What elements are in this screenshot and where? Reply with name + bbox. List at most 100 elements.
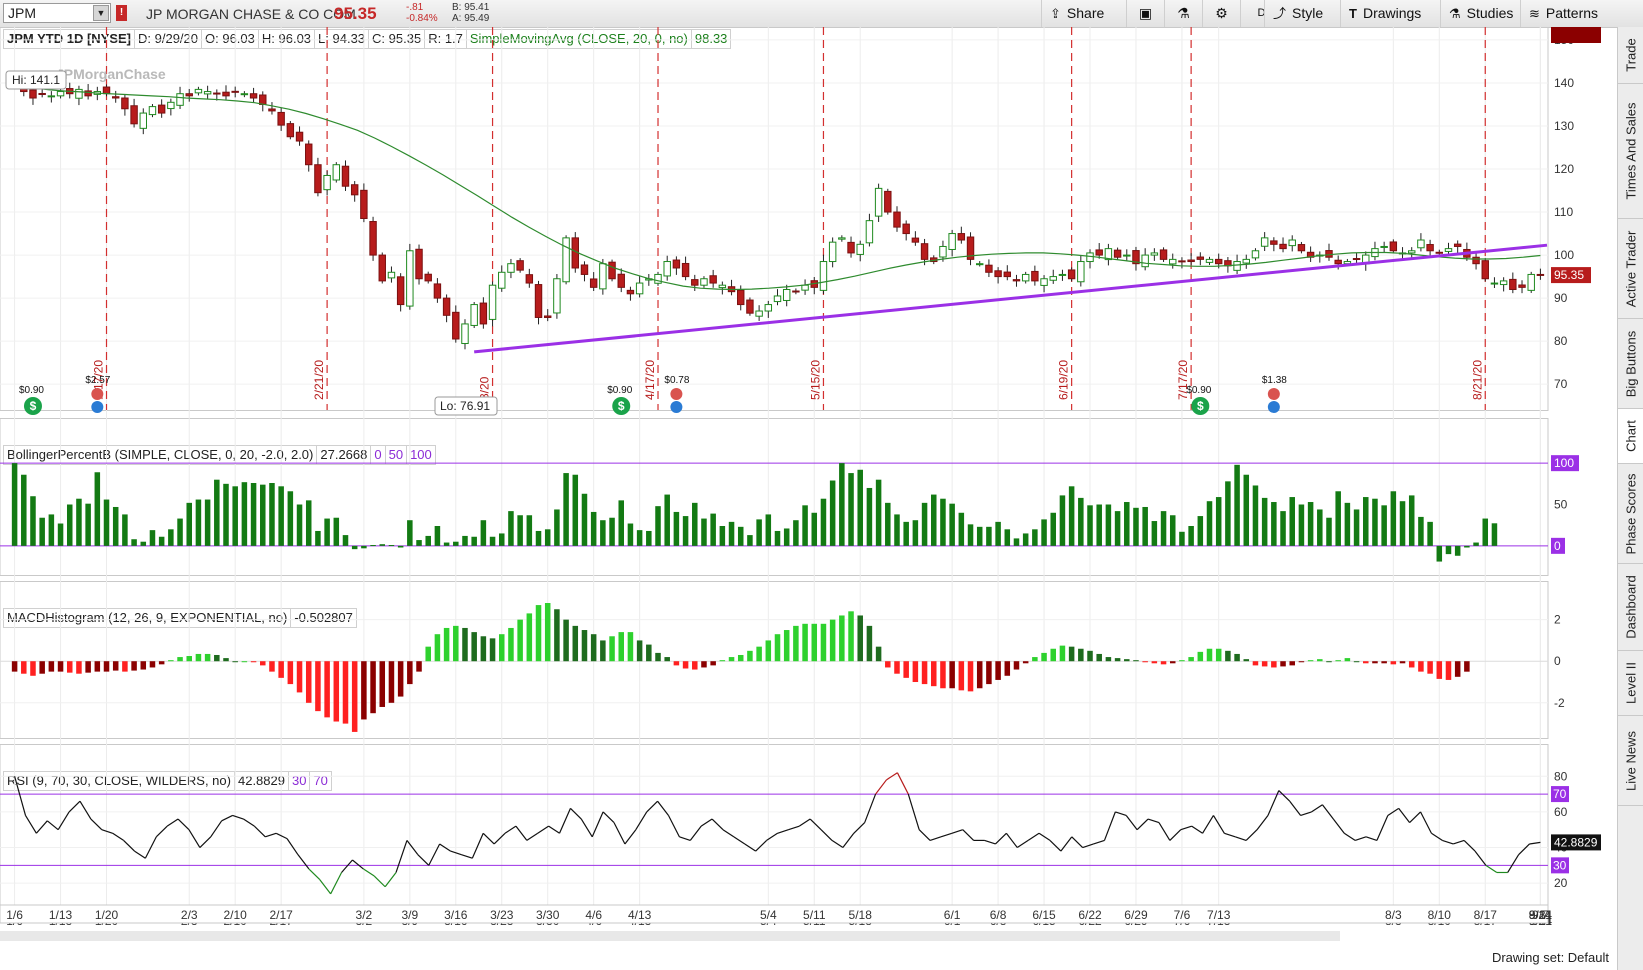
candle-body bbox=[1527, 273, 1535, 291]
macd-bar bbox=[636, 640, 643, 662]
macd-bar bbox=[1381, 661, 1387, 664]
macd-bar bbox=[425, 646, 431, 662]
x-tick-label: 7/13 bbox=[1207, 908, 1231, 922]
bollinger-bar bbox=[701, 518, 707, 546]
bollinger-label[interactable]: BollingerPercentB (SIMPLE, CLOSE, 0, 20,… bbox=[3, 445, 318, 465]
net-change: -.81 -0.84% bbox=[406, 2, 438, 24]
macd-bar bbox=[1068, 646, 1075, 662]
candle-body bbox=[1352, 258, 1361, 261]
candle-body bbox=[488, 284, 497, 320]
tab-chart[interactable]: Chart bbox=[1618, 409, 1643, 464]
macd-bar bbox=[1335, 660, 1341, 662]
bollinger-bar bbox=[76, 498, 82, 546]
macd-bar bbox=[223, 658, 229, 662]
drawing-set-status[interactable]: Drawing set: Default bbox=[1491, 950, 1609, 965]
bollinger-bar bbox=[544, 529, 551, 546]
rsi-line-segment bbox=[471, 833, 484, 859]
bollinger-bar bbox=[747, 535, 753, 546]
layout-button[interactable]: ▣ bbox=[1126, 0, 1164, 27]
candle-body bbox=[1196, 256, 1205, 260]
style-icon: ⤴ bbox=[1273, 6, 1287, 21]
tab-phase-scores[interactable]: Phase Scores bbox=[1618, 464, 1643, 564]
tab-live-news[interactable]: Live News bbox=[1618, 716, 1643, 806]
macd-bar bbox=[407, 661, 413, 685]
change-percent: -0.84% bbox=[406, 13, 438, 24]
bollinger-bar bbox=[1335, 491, 1341, 546]
candle-body bbox=[553, 278, 561, 314]
candle-body bbox=[1031, 270, 1039, 282]
aggregation-button[interactable]: D bbox=[1240, 0, 1282, 27]
macd-bar bbox=[609, 636, 615, 662]
candle-body bbox=[111, 96, 120, 99]
bollinger-bar bbox=[664, 494, 670, 546]
bollinger-bar bbox=[655, 506, 661, 546]
x-tick-label: 8/10 bbox=[1428, 908, 1452, 922]
chevron-down-icon[interactable]: ▼ bbox=[93, 5, 109, 21]
share-button[interactable]: ⇪ Share bbox=[1041, 0, 1126, 27]
macd-label[interactable]: MACDHistogram (12, 26, 9, EXPONENTIAL, n… bbox=[3, 608, 292, 628]
rsi-line-segment bbox=[1507, 854, 1520, 873]
hi-label: Hi: 141.1 bbox=[12, 73, 60, 87]
macd-bar bbox=[168, 660, 174, 662]
sma-label[interactable]: SimpleMovingAvg (CLOSE, 20, 0, no) bbox=[465, 29, 692, 49]
macd-bar bbox=[112, 661, 119, 671]
rsi-line-segment bbox=[886, 772, 898, 781]
candle-body bbox=[902, 223, 910, 235]
macd-value-tag-bg bbox=[1551, 27, 1601, 43]
tab-trade[interactable]: Trade bbox=[1618, 27, 1643, 84]
bollinger-bar bbox=[1124, 502, 1130, 546]
style-button[interactable]: ⤴ Style bbox=[1264, 0, 1340, 27]
lo-label: Lo: 76.91 bbox=[440, 399, 490, 413]
rsi-line-segment bbox=[1453, 839, 1465, 845]
rsi-level-tag-bg bbox=[1551, 857, 1569, 874]
macd-bar bbox=[195, 653, 202, 662]
tab-dashboard[interactable]: Dashboard bbox=[1618, 564, 1643, 651]
rsi-line-segment bbox=[406, 840, 419, 856]
rsi-line-segment bbox=[1125, 815, 1138, 831]
macd-bar bbox=[544, 603, 551, 662]
bollinger-bar bbox=[1013, 538, 1020, 546]
settings-button[interactable]: ⚙ bbox=[1202, 0, 1240, 27]
macd-bar bbox=[342, 661, 349, 724]
change-value: -.81 bbox=[406, 2, 424, 13]
flag-icon[interactable]: ! bbox=[116, 5, 127, 21]
rsi-line-segment bbox=[1419, 811, 1432, 834]
event-date-label: 2/21/20 bbox=[312, 360, 326, 400]
rsi-line-segment bbox=[820, 829, 833, 841]
bollinger-bar bbox=[1059, 495, 1066, 546]
macd-bar bbox=[1399, 661, 1406, 664]
rsi-line-segment bbox=[1343, 832, 1356, 841]
macd-bar bbox=[903, 661, 909, 678]
macd-bar bbox=[250, 661, 257, 663]
bollinger-bar bbox=[453, 541, 459, 546]
macd-bar bbox=[646, 644, 652, 662]
tab-level-ii[interactable]: Level II bbox=[1618, 651, 1643, 716]
tab-active-trader[interactable]: Active Trader bbox=[1618, 219, 1643, 319]
patterns-button[interactable]: ≋ Patterns bbox=[1520, 0, 1617, 27]
tab-times-and-sales[interactable]: Times And Sales bbox=[1618, 84, 1643, 219]
x-tick-label: 8/3 bbox=[1385, 908, 1402, 922]
rsi-line-segment bbox=[548, 825, 560, 834]
price-tick-label: 100 bbox=[1554, 248, 1574, 262]
macd-bar bbox=[875, 646, 882, 662]
bollinger-bar bbox=[195, 499, 202, 546]
candle-body bbox=[654, 273, 662, 284]
macd-bar bbox=[747, 650, 753, 662]
studies-button[interactable]: ⚗ Studies bbox=[1440, 0, 1520, 27]
tab-big-buttons[interactable]: Big Buttons bbox=[1618, 319, 1643, 409]
macd-bar bbox=[1390, 661, 1397, 665]
candle-body bbox=[277, 111, 285, 126]
drawings-button[interactable]: T Drawings bbox=[1340, 0, 1440, 27]
macd-bar bbox=[76, 661, 82, 674]
rsi-line-segment bbox=[1289, 800, 1302, 816]
bollinger-bar bbox=[829, 480, 836, 546]
macd-bar bbox=[692, 661, 698, 670]
earnings-label: $1.38 bbox=[1262, 375, 1287, 386]
chart-canvas[interactable]: 1/17/20 2/21/20 3/20 4/17/20 5/15/20 6/19/20 7… bbox=[0, 27, 1617, 970]
bollinger-bar bbox=[260, 484, 266, 546]
bollinger-bar bbox=[407, 520, 413, 546]
x-tick-label: 4/6 bbox=[585, 908, 602, 922]
bollinger-bar bbox=[1381, 505, 1387, 546]
symbol-input[interactable]: JPM ▼ bbox=[3, 3, 111, 23]
flask-button[interactable]: ⚗ bbox=[1164, 0, 1202, 27]
